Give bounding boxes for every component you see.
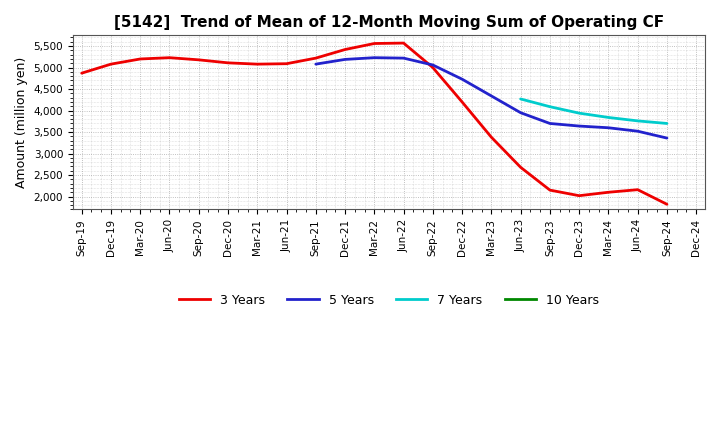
7 Years: [604, 115, 613, 120]
7 Years: [516, 96, 525, 102]
3 Years: [458, 99, 467, 105]
5 Years: [575, 123, 583, 128]
3 Years: [662, 202, 671, 207]
5 Years: [634, 128, 642, 134]
7 Years: [575, 110, 583, 116]
5 Years: [341, 57, 349, 62]
5 Years: [546, 121, 554, 126]
3 Years: [77, 70, 86, 76]
3 Years: [224, 60, 233, 66]
3 Years: [604, 190, 613, 195]
5 Years: [312, 62, 320, 67]
3 Years: [194, 57, 203, 62]
5 Years: [487, 93, 495, 99]
Line: 5 Years: 5 Years: [316, 58, 667, 138]
3 Years: [428, 65, 437, 70]
3 Years: [400, 40, 408, 46]
7 Years: [662, 121, 671, 126]
3 Years: [282, 61, 291, 66]
Line: 3 Years: 3 Years: [81, 43, 667, 204]
Y-axis label: Amount (million yen): Amount (million yen): [15, 57, 28, 188]
3 Years: [516, 165, 525, 170]
5 Years: [458, 77, 467, 82]
3 Years: [634, 187, 642, 192]
Line: 7 Years: 7 Years: [521, 99, 667, 124]
3 Years: [312, 55, 320, 61]
3 Years: [575, 193, 583, 198]
Title: [5142]  Trend of Mean of 12-Month Moving Sum of Operating CF: [5142] Trend of Mean of 12-Month Moving …: [114, 15, 664, 30]
3 Years: [253, 62, 261, 67]
5 Years: [370, 55, 379, 60]
5 Years: [662, 136, 671, 141]
7 Years: [546, 104, 554, 110]
3 Years: [136, 56, 145, 62]
5 Years: [516, 110, 525, 115]
3 Years: [370, 41, 379, 46]
7 Years: [634, 118, 642, 124]
3 Years: [546, 187, 554, 193]
3 Years: [107, 62, 115, 67]
3 Years: [165, 55, 174, 60]
3 Years: [341, 47, 349, 52]
5 Years: [400, 55, 408, 61]
5 Years: [428, 62, 437, 68]
5 Years: [604, 125, 613, 130]
Legend: 3 Years, 5 Years, 7 Years, 10 Years: 3 Years, 5 Years, 7 Years, 10 Years: [174, 289, 604, 312]
3 Years: [487, 135, 495, 140]
